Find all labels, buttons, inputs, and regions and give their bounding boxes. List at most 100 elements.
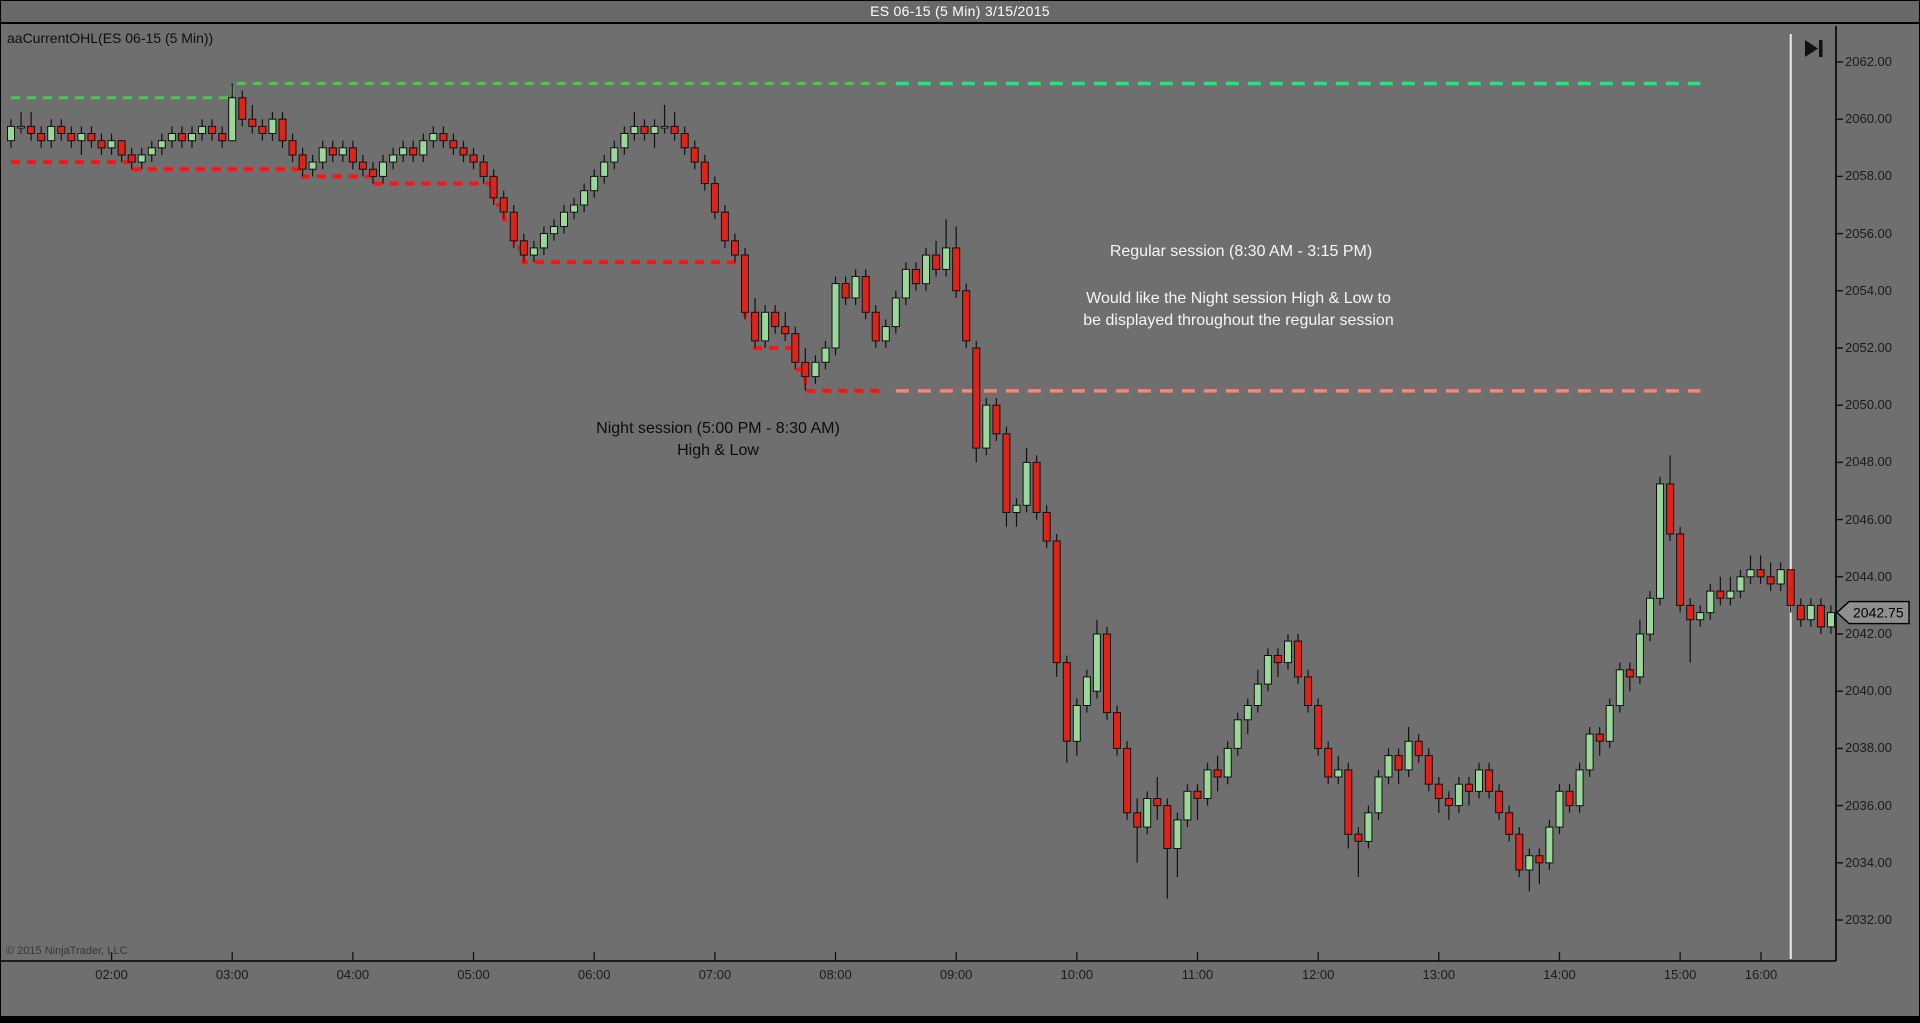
candle-up xyxy=(851,276,860,299)
candle-down xyxy=(1535,855,1544,864)
candle-down xyxy=(700,161,709,185)
candle-up xyxy=(1545,826,1554,864)
candle-down xyxy=(932,254,941,270)
candle-down xyxy=(1344,769,1353,835)
candle-up xyxy=(1374,776,1383,814)
annotation-text: be displayed throughout the regular sess… xyxy=(1083,312,1394,329)
go-to-last-bar-icon[interactable] xyxy=(1802,37,1826,61)
candle-down xyxy=(509,211,518,242)
candle-up xyxy=(1183,790,1192,821)
candle-up xyxy=(1525,855,1534,871)
candle-up xyxy=(188,133,196,142)
candle-up xyxy=(761,311,770,342)
candle-up xyxy=(1605,705,1614,742)
candle-down xyxy=(288,140,297,156)
night-low-line xyxy=(11,160,886,393)
candle-up xyxy=(107,140,116,149)
candle-up xyxy=(1233,719,1242,749)
candle-down xyxy=(781,326,790,335)
candle-up xyxy=(1806,604,1815,621)
candle-down xyxy=(1273,655,1282,664)
candle-up xyxy=(539,233,548,249)
candle-up xyxy=(379,161,387,177)
candle-up xyxy=(1454,783,1463,807)
candle-up xyxy=(1615,669,1624,707)
time-axis-label: 08:00 xyxy=(819,967,852,982)
candle-down xyxy=(1766,576,1775,585)
candle-down xyxy=(1716,590,1725,599)
time-axis-label: 05:00 xyxy=(457,967,490,982)
time-axis-label: 16:00 xyxy=(1744,967,1778,982)
candle-down xyxy=(992,404,1001,435)
candle-down xyxy=(248,118,257,127)
candle-down xyxy=(972,347,981,449)
candle-down xyxy=(449,140,458,149)
candle-up xyxy=(1173,819,1182,850)
candle-up xyxy=(1284,640,1292,664)
candle-up xyxy=(901,268,910,299)
candle-down xyxy=(741,254,749,313)
candle-down xyxy=(1796,604,1805,621)
candle-up xyxy=(1364,812,1373,842)
candle-down xyxy=(962,290,971,342)
candle-up xyxy=(1223,747,1232,778)
candle-down xyxy=(67,133,76,142)
indicator-label: aaCurrentOHL(ES 06-15 (5 Min)) xyxy=(7,30,214,46)
candle-up xyxy=(1263,655,1272,685)
candle-up xyxy=(198,125,206,135)
price-axis-label: 2036.00 xyxy=(1845,797,1892,813)
candle-down xyxy=(1816,604,1825,628)
candle-down xyxy=(1666,483,1675,535)
time-axis-label: 09:00 xyxy=(939,967,973,982)
candle-up xyxy=(560,211,568,227)
candle-down xyxy=(469,154,478,163)
price-axis-label: 2040.00 xyxy=(1845,683,1892,699)
annotation-request: Would like the Night session High & Low … xyxy=(1001,288,1476,332)
candle-up xyxy=(167,133,176,142)
candle-down xyxy=(1394,755,1403,771)
candle-down xyxy=(348,147,357,163)
time-axis-label: 11:00 xyxy=(1181,967,1214,982)
candle-up xyxy=(982,404,991,449)
candle-up xyxy=(1635,633,1644,678)
time-axis-label: 13:00 xyxy=(1422,967,1456,982)
annotation-night-session: Night session (5:00 PM - 8:30 AM) High &… xyxy=(518,418,918,462)
candle-up xyxy=(1143,798,1152,828)
candle-down xyxy=(409,147,418,156)
candle-down xyxy=(1414,740,1423,757)
night-high-line xyxy=(11,82,886,100)
candle-down xyxy=(459,147,468,156)
candle-down xyxy=(791,333,800,363)
candle-down xyxy=(177,133,186,142)
candle-down xyxy=(680,133,689,149)
candle-up xyxy=(580,190,589,206)
candle-up xyxy=(429,133,438,142)
candle-up xyxy=(610,147,619,163)
annotation-text: Would like the Night session High & Low … xyxy=(1086,290,1391,307)
candle-down xyxy=(1062,662,1071,742)
price-axis-label: 2062.00 xyxy=(1845,54,1892,69)
candle-up xyxy=(1555,790,1564,828)
candle-down xyxy=(1465,783,1473,792)
candle-down xyxy=(1314,705,1323,749)
annotation-text: Night session (5:00 PM - 8:30 AM) xyxy=(596,420,840,437)
candle-down xyxy=(801,361,810,378)
candle-up xyxy=(1334,769,1343,778)
candle-down xyxy=(1565,790,1574,807)
candle-down xyxy=(1434,783,1443,800)
candle-up xyxy=(1404,740,1413,771)
candle-up xyxy=(1475,769,1483,792)
candle-down xyxy=(1002,433,1011,513)
candle-down xyxy=(640,125,649,135)
copyright-label: © 2015 NinjaTrader, LLC xyxy=(6,945,128,957)
candle-down xyxy=(218,133,227,142)
candle-down xyxy=(1354,833,1363,842)
candle-down xyxy=(87,133,96,142)
candle-down xyxy=(328,147,337,156)
candle-down xyxy=(710,183,719,213)
candle-down xyxy=(1786,569,1795,606)
candle-up xyxy=(650,125,659,135)
candle-down xyxy=(771,311,780,328)
price-axis-label: 2042.00 xyxy=(1845,626,1892,641)
